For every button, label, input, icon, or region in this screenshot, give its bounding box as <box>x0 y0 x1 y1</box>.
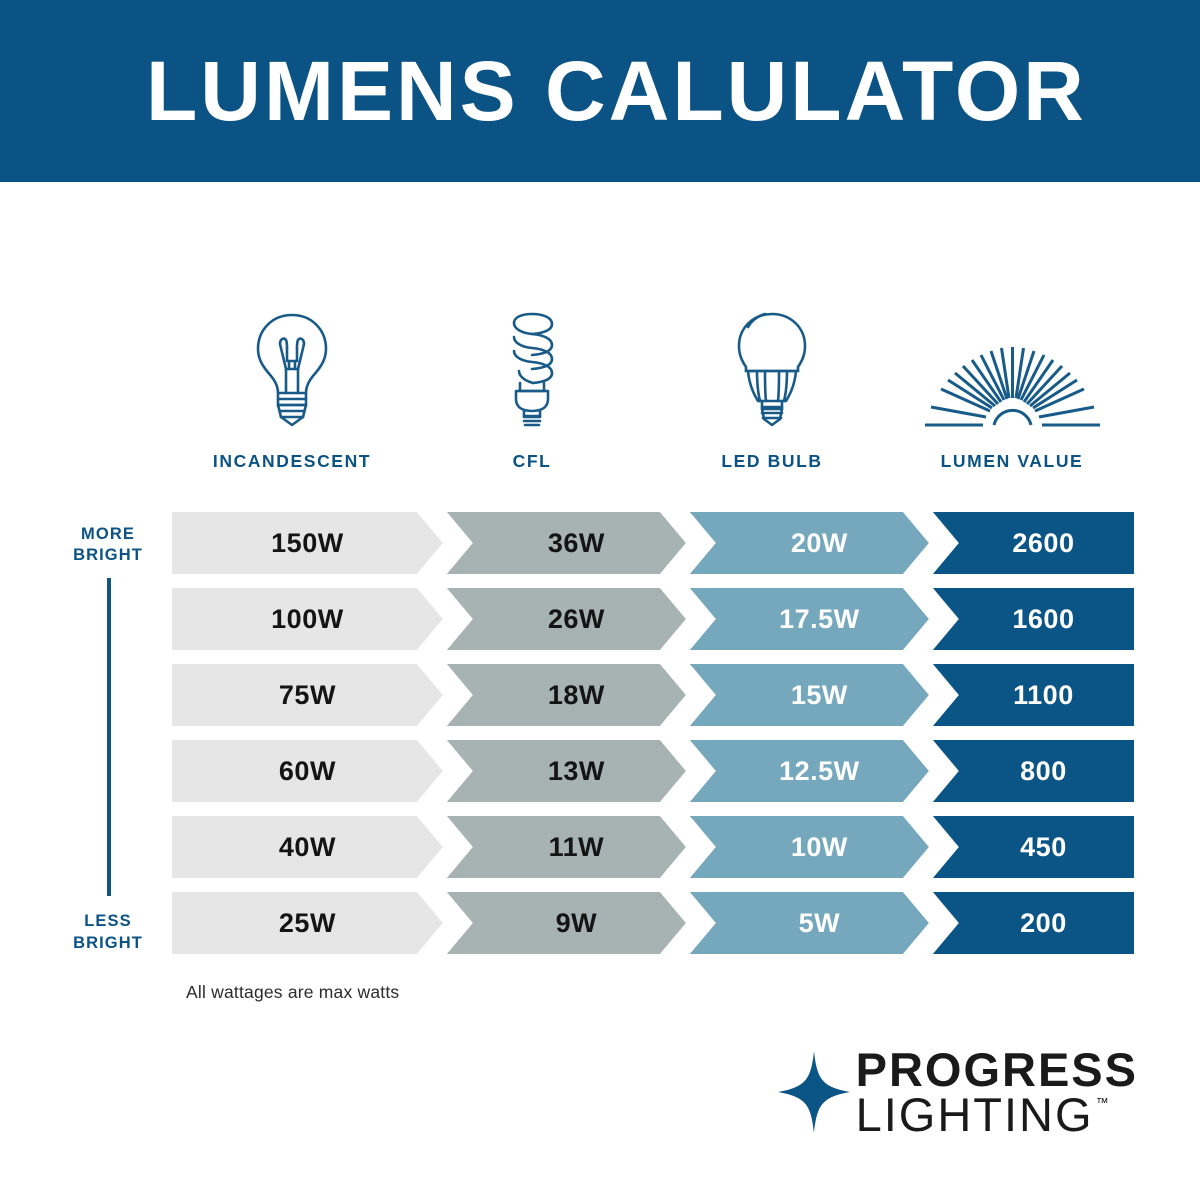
more-bright-label: MORE BRIGHT <box>52 524 164 567</box>
cell-lumen-value: 450 <box>932 816 1135 878</box>
cell-incandescent: 75W <box>172 664 443 726</box>
cell-cfl: 18W <box>447 664 686 726</box>
cell-incandescent: 100W <box>172 588 443 650</box>
cell-incandescent: 150W <box>172 512 443 574</box>
table-row: 40W 11W 10W 450 <box>172 816 1135 878</box>
cell-cfl: 36W <box>447 512 686 574</box>
less-bright-label: LESS BRIGHT <box>52 911 164 954</box>
cell-lumen-value: 1100 <box>932 664 1135 726</box>
brightness-axis-line <box>107 578 111 896</box>
header-band: LUMENS CALULATOR <box>0 0 1200 182</box>
cell-cfl: 13W <box>447 740 686 802</box>
table-row: 100W 26W 17.5W 1600 <box>172 588 1135 650</box>
cell-cfl: 11W <box>447 816 686 878</box>
table-row: 75W 18W 15W 1100 <box>172 664 1135 726</box>
cell-led: 5W <box>690 892 929 954</box>
cell-led: 20W <box>690 512 929 574</box>
less-bright-line2: BRIGHT <box>73 933 143 952</box>
cell-lumen-value: 2600 <box>932 512 1135 574</box>
table-row: 60W 13W 12.5W 800 <box>172 740 1135 802</box>
less-bright-line1: LESS <box>84 912 132 931</box>
column-label-cfl: CFL <box>512 451 552 471</box>
cell-led: 17.5W <box>690 588 929 650</box>
page-title: LUMENS CALULATOR <box>146 44 1087 138</box>
cell-incandescent: 60W <box>172 740 443 802</box>
column-header-cfl: CFL <box>412 292 652 472</box>
table-row: 150W 36W 20W 2600 <box>172 512 1135 574</box>
cell-cfl: 9W <box>447 892 686 954</box>
cell-led: 15W <box>690 664 929 726</box>
footnote: All wattages are max watts <box>186 982 400 1002</box>
table-row: 25W 9W 5W 200 <box>172 892 1135 954</box>
sunburst-icon <box>924 307 1100 429</box>
column-label-incandescent: INCANDESCENT <box>212 451 372 471</box>
cell-lumen-value: 200 <box>932 892 1135 954</box>
progress-lighting-logo: PROGRESS LIGHTING ™ <box>777 1042 1138 1141</box>
logo-word-progress: PROGRESS <box>855 1042 1138 1096</box>
star-icon <box>777 1051 850 1138</box>
cell-incandescent: 40W <box>172 816 443 878</box>
cell-led: 12.5W <box>690 740 929 802</box>
logo-wordmark: PROGRESS LIGHTING ™ <box>855 1042 1138 1141</box>
more-bright-line2: BRIGHT <box>73 546 143 565</box>
lumens-table: 150W 36W 20W 2600 100W 26W 17.5W 1600 75… <box>172 512 1135 954</box>
cell-cfl: 26W <box>447 588 686 650</box>
incandescent-bulb-icon <box>246 307 338 429</box>
logo-bottom-row: LIGHTING ™ <box>855 1087 1138 1141</box>
cfl-bulb-icon <box>486 307 578 429</box>
column-header-lumen-value: LUMEN VALUE <box>892 292 1132 472</box>
cell-led: 10W <box>690 816 929 878</box>
logo-word-lighting: LIGHTING <box>855 1087 1094 1141</box>
column-label-led: LED BULB <box>721 451 823 471</box>
column-header-led: LED BULB <box>652 292 892 472</box>
column-label-lumen-value: LUMEN VALUE <box>940 451 1084 471</box>
column-header-incandescent: INCANDESCENT <box>172 292 412 472</box>
more-bright-line1: MORE <box>81 525 135 543</box>
brightness-axis: MORE BRIGHT LESS BRIGHT <box>52 516 164 956</box>
cell-lumen-value: 800 <box>932 740 1135 802</box>
cell-lumen-value: 1600 <box>932 588 1135 650</box>
trademark-symbol: ™ <box>1095 1094 1109 1110</box>
column-headers: INCANDESCENT CF <box>172 292 1132 472</box>
cell-incandescent: 25W <box>172 892 443 954</box>
led-bulb-icon <box>726 307 818 429</box>
